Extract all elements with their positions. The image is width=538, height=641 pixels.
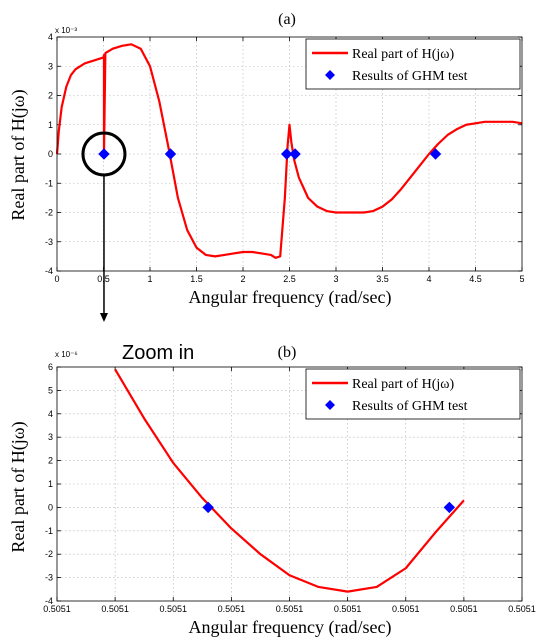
chart-b-x-tick-label: 0.5051 [43, 604, 71, 614]
chart-a-y-tick-label: -2 [45, 208, 53, 218]
chart-a-x-tick-label: 0 [54, 274, 59, 284]
chart-b-x-tick-label: 0.5051 [276, 604, 304, 614]
chart-a-y-tick-label: 2 [48, 91, 53, 101]
chart-b-y-tick-label: 3 [48, 432, 53, 442]
chart-a-x-tick-label: 4.5 [469, 274, 482, 284]
chart-b-title: (b) [278, 344, 297, 361]
chart-b-x-tick-label: 0.5051 [392, 604, 420, 614]
chart-a-legend-marker-swatch [325, 70, 335, 80]
chart-a-x-tick-label: 5 [519, 274, 524, 284]
chart-a-legend-label-marker: Results of GHM test [352, 69, 468, 84]
chart-b-ghm-marker [202, 501, 214, 514]
chart-b-y-tick-label: -3 [45, 573, 53, 583]
chart-a-title: (a) [278, 11, 296, 28]
chart-b-plot-area: 0.5051 0.5051 0.5051 0.5051 0.5051 0.5051 0.50… [43, 362, 536, 614]
chart-a-y-label: Real part of H(jω) [8, 89, 29, 220]
zoom-in-label: Zoom in [122, 342, 194, 364]
chart-b-y-tick-label: -1 [45, 526, 53, 536]
chart-a-y-tick-label: 1 [48, 120, 53, 130]
chart-a-y-tick-label: 0 [48, 149, 53, 159]
chart-b-x-label: Angular frequency (rad/sec) [189, 617, 392, 638]
zoom-annotation [81, 131, 127, 322]
chart-b-x-tick-label: 0.5051 [450, 604, 478, 614]
chart-b-y-tick-label: -4 [45, 596, 53, 606]
chart-b-legend-label-line: Real part of H(jω) [352, 377, 454, 392]
chart-a-ghm-marker [429, 148, 442, 160]
chart-a-x-tick-label: 2.5 [283, 274, 296, 284]
chart-a-y-exponent: x 10⁻³ [55, 26, 77, 35]
chart-a-ghm-marker [281, 148, 293, 160]
chart-b-legend-label-marker: Results of GHM test [352, 399, 468, 414]
chart-b-y-tick-label: 1 [48, 479, 53, 489]
chart-b-y-tick-label: 2 [48, 456, 53, 466]
zoom-arrow-head [99, 313, 108, 322]
chart-a-x-tick-label: 4 [426, 274, 431, 284]
chart-a-y-tick-label: 4 [48, 32, 53, 42]
chart-a-legend-box [305, 38, 521, 90]
chart-a-y-tick-label: -1 [45, 178, 53, 188]
chart-b-y-tick-label: 0 [48, 502, 53, 512]
chart-b-y-tick-label: 5 [48, 385, 53, 395]
chart-b-legend: Real part of H(jω) Results of GHM test [305, 368, 521, 420]
chart-b-y-tick-label: 6 [48, 362, 53, 372]
chart-a-x-tick-label: 3 [333, 274, 338, 284]
chart-b-legend-marker-swatch [325, 400, 335, 410]
chart-b-y-label: Real part of H(jω) [8, 421, 29, 552]
chart-b-x-tick-label: 0.5051 [159, 604, 187, 614]
chart-b-frame [56, 366, 523, 602]
chart-a-legend: Real part of H(jω) Results of GHM test [305, 38, 521, 90]
chart-a-x-tick-label: 3.5 [376, 274, 389, 284]
chart-a-ghm-marker [164, 148, 177, 160]
chart-a-x-tick-label: 1 [147, 274, 152, 284]
chart-b-y-tick-label: -2 [45, 549, 53, 559]
chart-a-x-tick-label: 2 [240, 274, 245, 284]
chart-b-x-tick-label: 0.5051 [218, 604, 246, 614]
chart-a-y-tick-label: -3 [45, 237, 53, 247]
chart-b-x-tick-label: 0.5051 [508, 604, 536, 614]
chart-a-frame [56, 36, 523, 272]
chart-a-ghm-marker [98, 148, 110, 160]
chart-a-y-tick-label: 3 [48, 61, 53, 71]
chart-b-legend-box [305, 368, 521, 420]
chart-b-x-tick-label: 0.5051 [101, 604, 129, 614]
chart-b-series-line [114, 368, 465, 593]
chart-b-ghm-marker [443, 501, 456, 514]
chart-a-x-label: Angular frequency (rad/sec) [189, 287, 392, 308]
chart-a-legend-label-line: Real part of H(jω) [352, 47, 454, 62]
chart-a-series-line [55, 43, 523, 259]
chart-b-x-tick-label: 0.5051 [334, 604, 362, 614]
chart-a-y-tick-label: -4 [45, 266, 53, 276]
chart-a-x-tick-label: 1.5 [190, 274, 203, 284]
chart-a-ghm-marker [289, 148, 301, 160]
chart-b-y-exponent: x 10⁻⁶ [55, 350, 78, 359]
chart-b-y-tick-label: 4 [48, 409, 53, 419]
